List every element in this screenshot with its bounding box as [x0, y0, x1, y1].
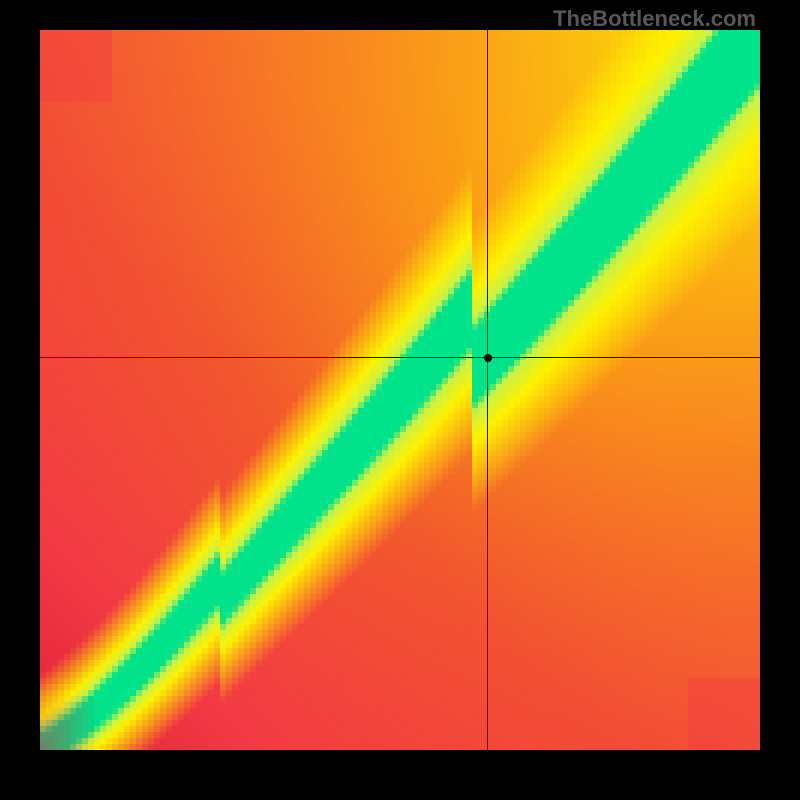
chart-container: TheBottleneck.com [0, 0, 800, 800]
bottleneck-heatmap [40, 30, 760, 750]
watermark-text: TheBottleneck.com [553, 6, 756, 32]
